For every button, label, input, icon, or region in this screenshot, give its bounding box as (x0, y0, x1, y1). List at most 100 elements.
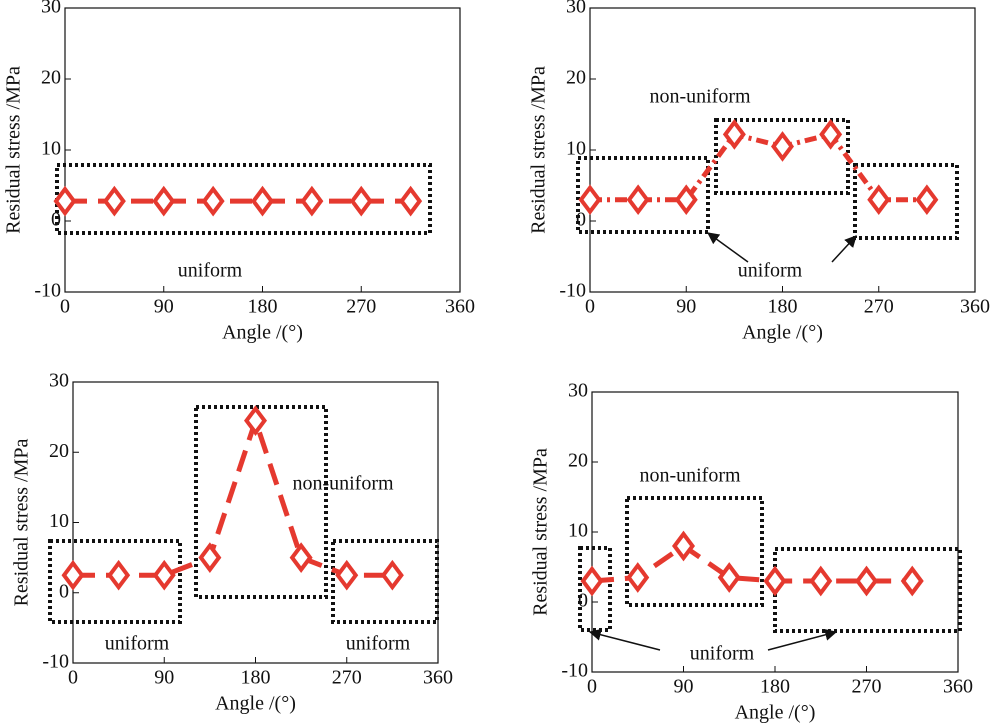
data-line (591, 542, 913, 584)
data-point (244, 405, 267, 436)
x-tick-label: 180 (248, 296, 278, 318)
data-point (335, 559, 359, 591)
y-tick-label: 20 (568, 450, 588, 472)
data-point (201, 185, 225, 217)
y-tick-label: 30 (41, 0, 61, 18)
data-point (380, 559, 404, 591)
y-axis-label: Residual stress /MPa (530, 448, 552, 616)
y-tick-label: 10 (49, 510, 69, 532)
x-axis-label: Angle /(°) (215, 693, 296, 715)
x-tick-label: 90 (676, 296, 696, 318)
y-axis-label: Residual stress /MPa (528, 66, 550, 234)
y-tick-label: 30 (568, 380, 588, 402)
arrow (588, 628, 661, 651)
y-tick-label: 0 (578, 590, 588, 612)
region-box (48, 539, 182, 624)
x-tick-label: 0 (60, 296, 70, 318)
y-axis-label: Residual stress /MPa (3, 66, 25, 234)
x-tick-label: 90 (154, 667, 174, 689)
plot-frame (64, 7, 461, 293)
y-tick-label: 0 (59, 580, 69, 602)
data-point (855, 565, 878, 597)
data-point (626, 562, 650, 593)
data-point (107, 559, 131, 591)
y-tick-label: 30 (49, 370, 69, 392)
data-point (349, 185, 373, 217)
data-point (763, 565, 787, 597)
data-point (900, 565, 924, 597)
y-tick-label: 0 (576, 209, 586, 231)
annotation: uniform (346, 633, 411, 655)
arrow (831, 235, 857, 263)
data-line (73, 412, 393, 578)
y-tick-label: 10 (566, 138, 586, 160)
annotation: non-uniform (639, 465, 741, 487)
data-point (578, 184, 602, 216)
y-tick-label: -10 (42, 651, 69, 673)
data-point (626, 184, 650, 216)
annotation: uniform (105, 633, 170, 655)
y-axis-label: Residual stress /MPa (11, 438, 33, 606)
x-tick-label: 0 (587, 676, 597, 698)
annotation: uniform (690, 643, 755, 665)
x-tick-label: 360 (943, 676, 973, 698)
data-point (819, 119, 843, 150)
x-tick-label: 360 (960, 296, 990, 318)
x-tick-label: 180 (768, 296, 798, 318)
annotation: uniform (178, 260, 243, 282)
data-point (580, 565, 604, 597)
x-tick-label: 270 (852, 676, 882, 698)
x-tick-label: 0 (68, 667, 78, 689)
data-point (53, 185, 77, 217)
annotation: non-uniform (649, 86, 751, 108)
data-point (674, 184, 698, 216)
annotation: non-uniform (292, 473, 394, 495)
data-point (300, 185, 324, 217)
data-point (722, 119, 746, 150)
data-point (771, 131, 794, 162)
y-tick-label: 30 (566, 0, 586, 18)
data-point (61, 559, 85, 591)
data-point (102, 185, 126, 217)
x-tick-label: 360 (445, 296, 475, 318)
region-box (853, 163, 959, 240)
data-point (915, 184, 939, 216)
x-tick-label: 360 (423, 667, 453, 689)
data-point (198, 542, 222, 573)
arrow (767, 628, 838, 651)
data-point (717, 562, 741, 593)
x-tick-label: 180 (760, 676, 790, 698)
y-tick-label: -10 (34, 280, 61, 302)
data-point (399, 185, 423, 217)
x-tick-label: 90 (674, 676, 694, 698)
data-point (152, 559, 176, 591)
y-tick-label: 20 (41, 67, 61, 89)
data-point (251, 185, 274, 217)
y-tick-label: 10 (568, 520, 588, 542)
data-point (152, 185, 176, 217)
arrow (707, 232, 749, 263)
x-tick-label: 90 (154, 296, 174, 318)
data-point (672, 530, 695, 562)
x-axis-label: Angle /(°) (742, 322, 823, 344)
y-tick-label: 0 (51, 209, 61, 231)
region-box (625, 496, 764, 607)
x-tick-label: 180 (241, 667, 271, 689)
y-tick-label: -10 (559, 280, 586, 302)
y-tick-label: 10 (41, 138, 61, 160)
data-point (809, 565, 833, 597)
x-tick-label: 270 (332, 667, 362, 689)
region-box (331, 539, 439, 624)
annotation: uniform (738, 260, 803, 282)
y-tick-label: 20 (49, 440, 69, 462)
y-tick-label: 20 (566, 67, 586, 89)
x-tick-label: 270 (346, 296, 376, 318)
data-point (867, 184, 891, 216)
x-tick-label: 0 (585, 296, 595, 318)
data-point (289, 542, 313, 573)
